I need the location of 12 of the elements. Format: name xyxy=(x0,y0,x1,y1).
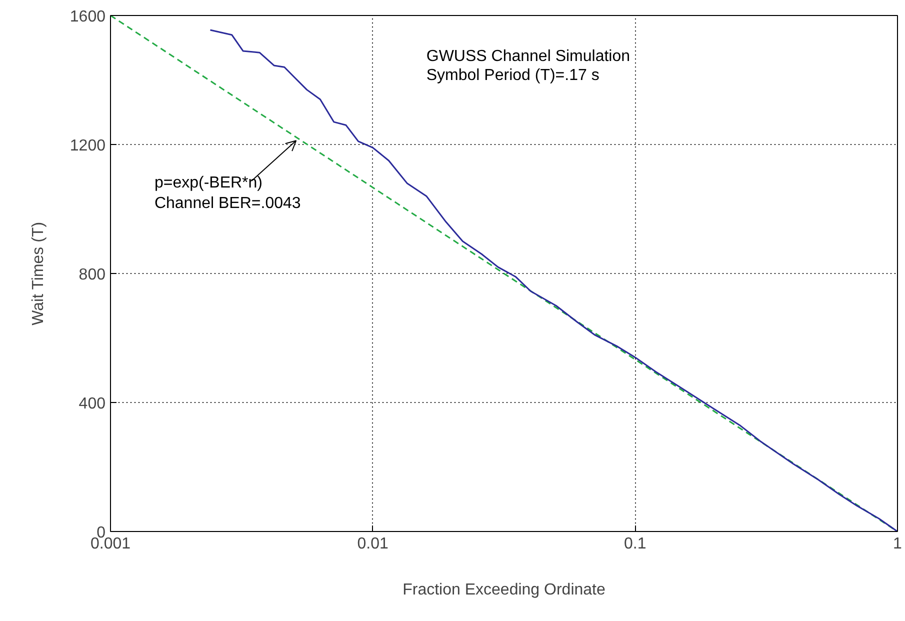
x-tick-label: 0.1 xyxy=(624,536,646,552)
y-tick-label: 1600 xyxy=(70,8,106,26)
annotation: p=exp(-BER*n) Channel BER=.0043 xyxy=(154,174,301,212)
y-tick-label: 1200 xyxy=(70,138,106,154)
y-tick-label: 400 xyxy=(78,396,106,412)
x-tick-label: 0.01 xyxy=(357,536,389,552)
x-axis-title: Fraction Exceeding Ordinate xyxy=(402,582,606,598)
y-tick-label: 800 xyxy=(78,266,106,284)
x-tick-label: 1 xyxy=(893,536,902,552)
y-axis-title: Wait Times (T) xyxy=(30,222,47,326)
annotation: Symbol Period (T)=.17 s xyxy=(426,67,600,84)
annotation: GWUSS Channel Simulation xyxy=(426,48,630,65)
